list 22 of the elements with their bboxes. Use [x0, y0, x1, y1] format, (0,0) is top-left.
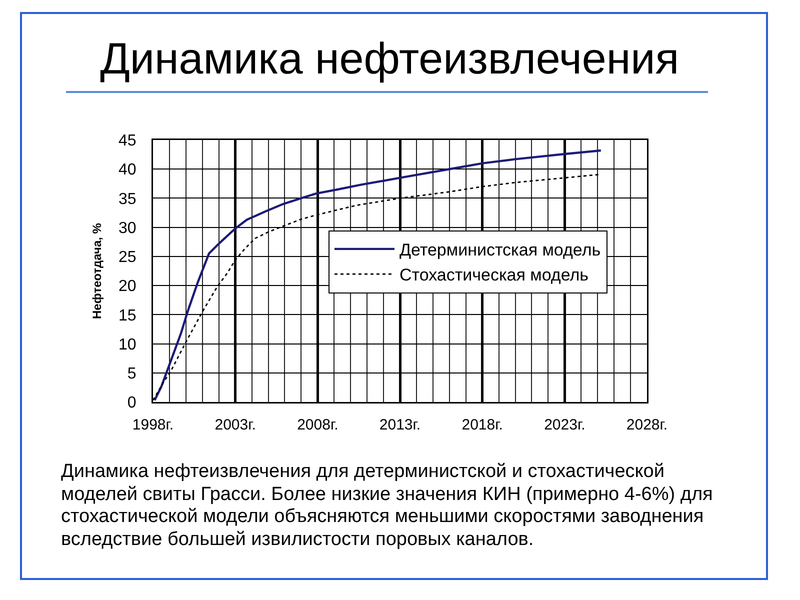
x-tick-label: 2023г. — [544, 416, 586, 434]
y-tick-label: 45 — [118, 132, 136, 150]
text: Динамика нефтеизвлечения для детерминистской и стохастической моделей свиты Грасси. Более низкие значения КИН (примерно 4-6%) для стохастической модели объясняются меньшими скоростями заводнения вследствие большей извилистости поровых каналов. — [61, 461, 714, 552]
x-tick-label: 1998г. — [132, 416, 174, 434]
y-axis-title: Нефтеотдача, % — [90, 222, 104, 319]
y-tick-label: 10 — [118, 336, 136, 354]
y-tick-label: 25 — [118, 249, 136, 266]
y-tick-label: 0 — [127, 394, 136, 412]
y-tick-label: 20 — [118, 278, 136, 296]
y-tick-label: 5 — [127, 365, 136, 382]
y-tick-label: 30 — [118, 220, 136, 237]
x-tick-label: 2013г. — [379, 416, 421, 434]
legend-label: Стохастическая модель — [399, 266, 589, 285]
y-tick-label: 15 — [118, 307, 136, 324]
chart-title: Динамика нефтеизвлечения — [100, 34, 680, 84]
y-tick-label: 35 — [118, 190, 136, 208]
x-tick-label: 2028г. — [626, 416, 668, 434]
legend-label: Детерминистская модель — [399, 240, 601, 260]
y-tick-label: 40 — [118, 162, 136, 179]
x-tick-label: 2018г. — [462, 416, 503, 434]
x-tick-label: 2003г. — [214, 416, 256, 434]
x-tick-label: 2008г. — [297, 416, 338, 434]
